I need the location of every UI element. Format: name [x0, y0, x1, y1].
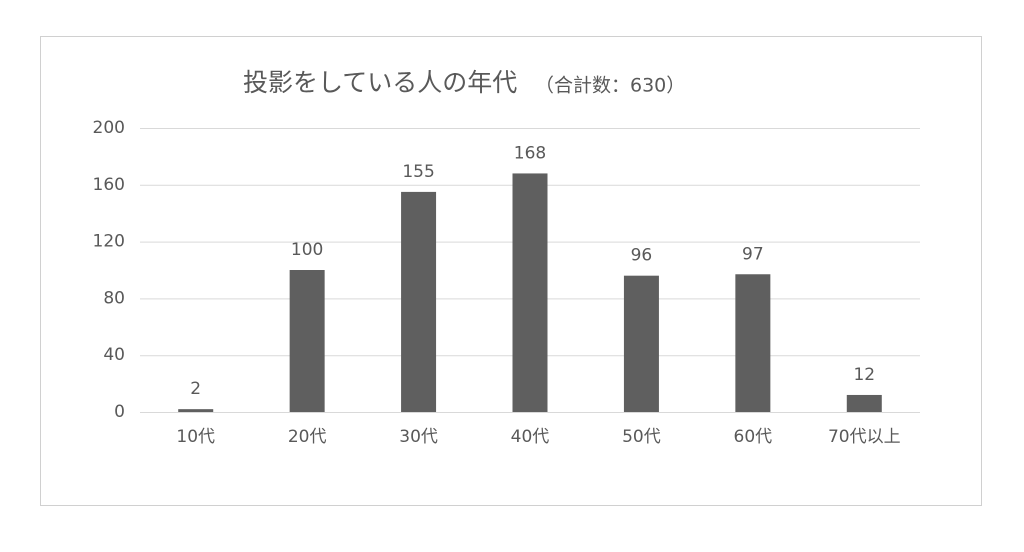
y-tick-label: 80: [103, 288, 125, 308]
bar: [623, 275, 659, 412]
x-tick-label: 70代以上: [828, 427, 901, 447]
x-tick-label: 10代: [176, 427, 215, 447]
bar: [289, 270, 325, 412]
data-label: 168: [514, 143, 546, 163]
bar: [178, 409, 214, 412]
bar: [846, 394, 882, 412]
bar: [512, 173, 548, 412]
bar: [735, 274, 771, 412]
chart-title: 投影をしている人の年代: [243, 68, 517, 97]
chart-subtitle: （合計数：630）: [535, 75, 685, 97]
x-tick-label: 30代: [399, 427, 438, 447]
x-tick-label: 60代: [734, 427, 773, 447]
data-label: 155: [402, 162, 434, 182]
x-tick-label: 50代: [622, 427, 661, 447]
data-label: 96: [631, 246, 653, 266]
data-label: 97: [742, 244, 764, 264]
y-tick-label: 200: [93, 118, 125, 138]
y-tick-label: 0: [114, 402, 125, 422]
data-label: 2: [190, 379, 201, 399]
data-label: 100: [291, 240, 323, 260]
data-label: 12: [853, 365, 875, 385]
y-tick-label: 40: [103, 345, 125, 365]
x-tick-label: 20代: [288, 427, 327, 447]
y-tick-label: 120: [93, 232, 125, 252]
chart-frame: [40, 36, 982, 506]
bar: [401, 191, 437, 412]
x-tick-label: 40代: [511, 427, 550, 447]
y-tick-label: 160: [93, 175, 125, 195]
